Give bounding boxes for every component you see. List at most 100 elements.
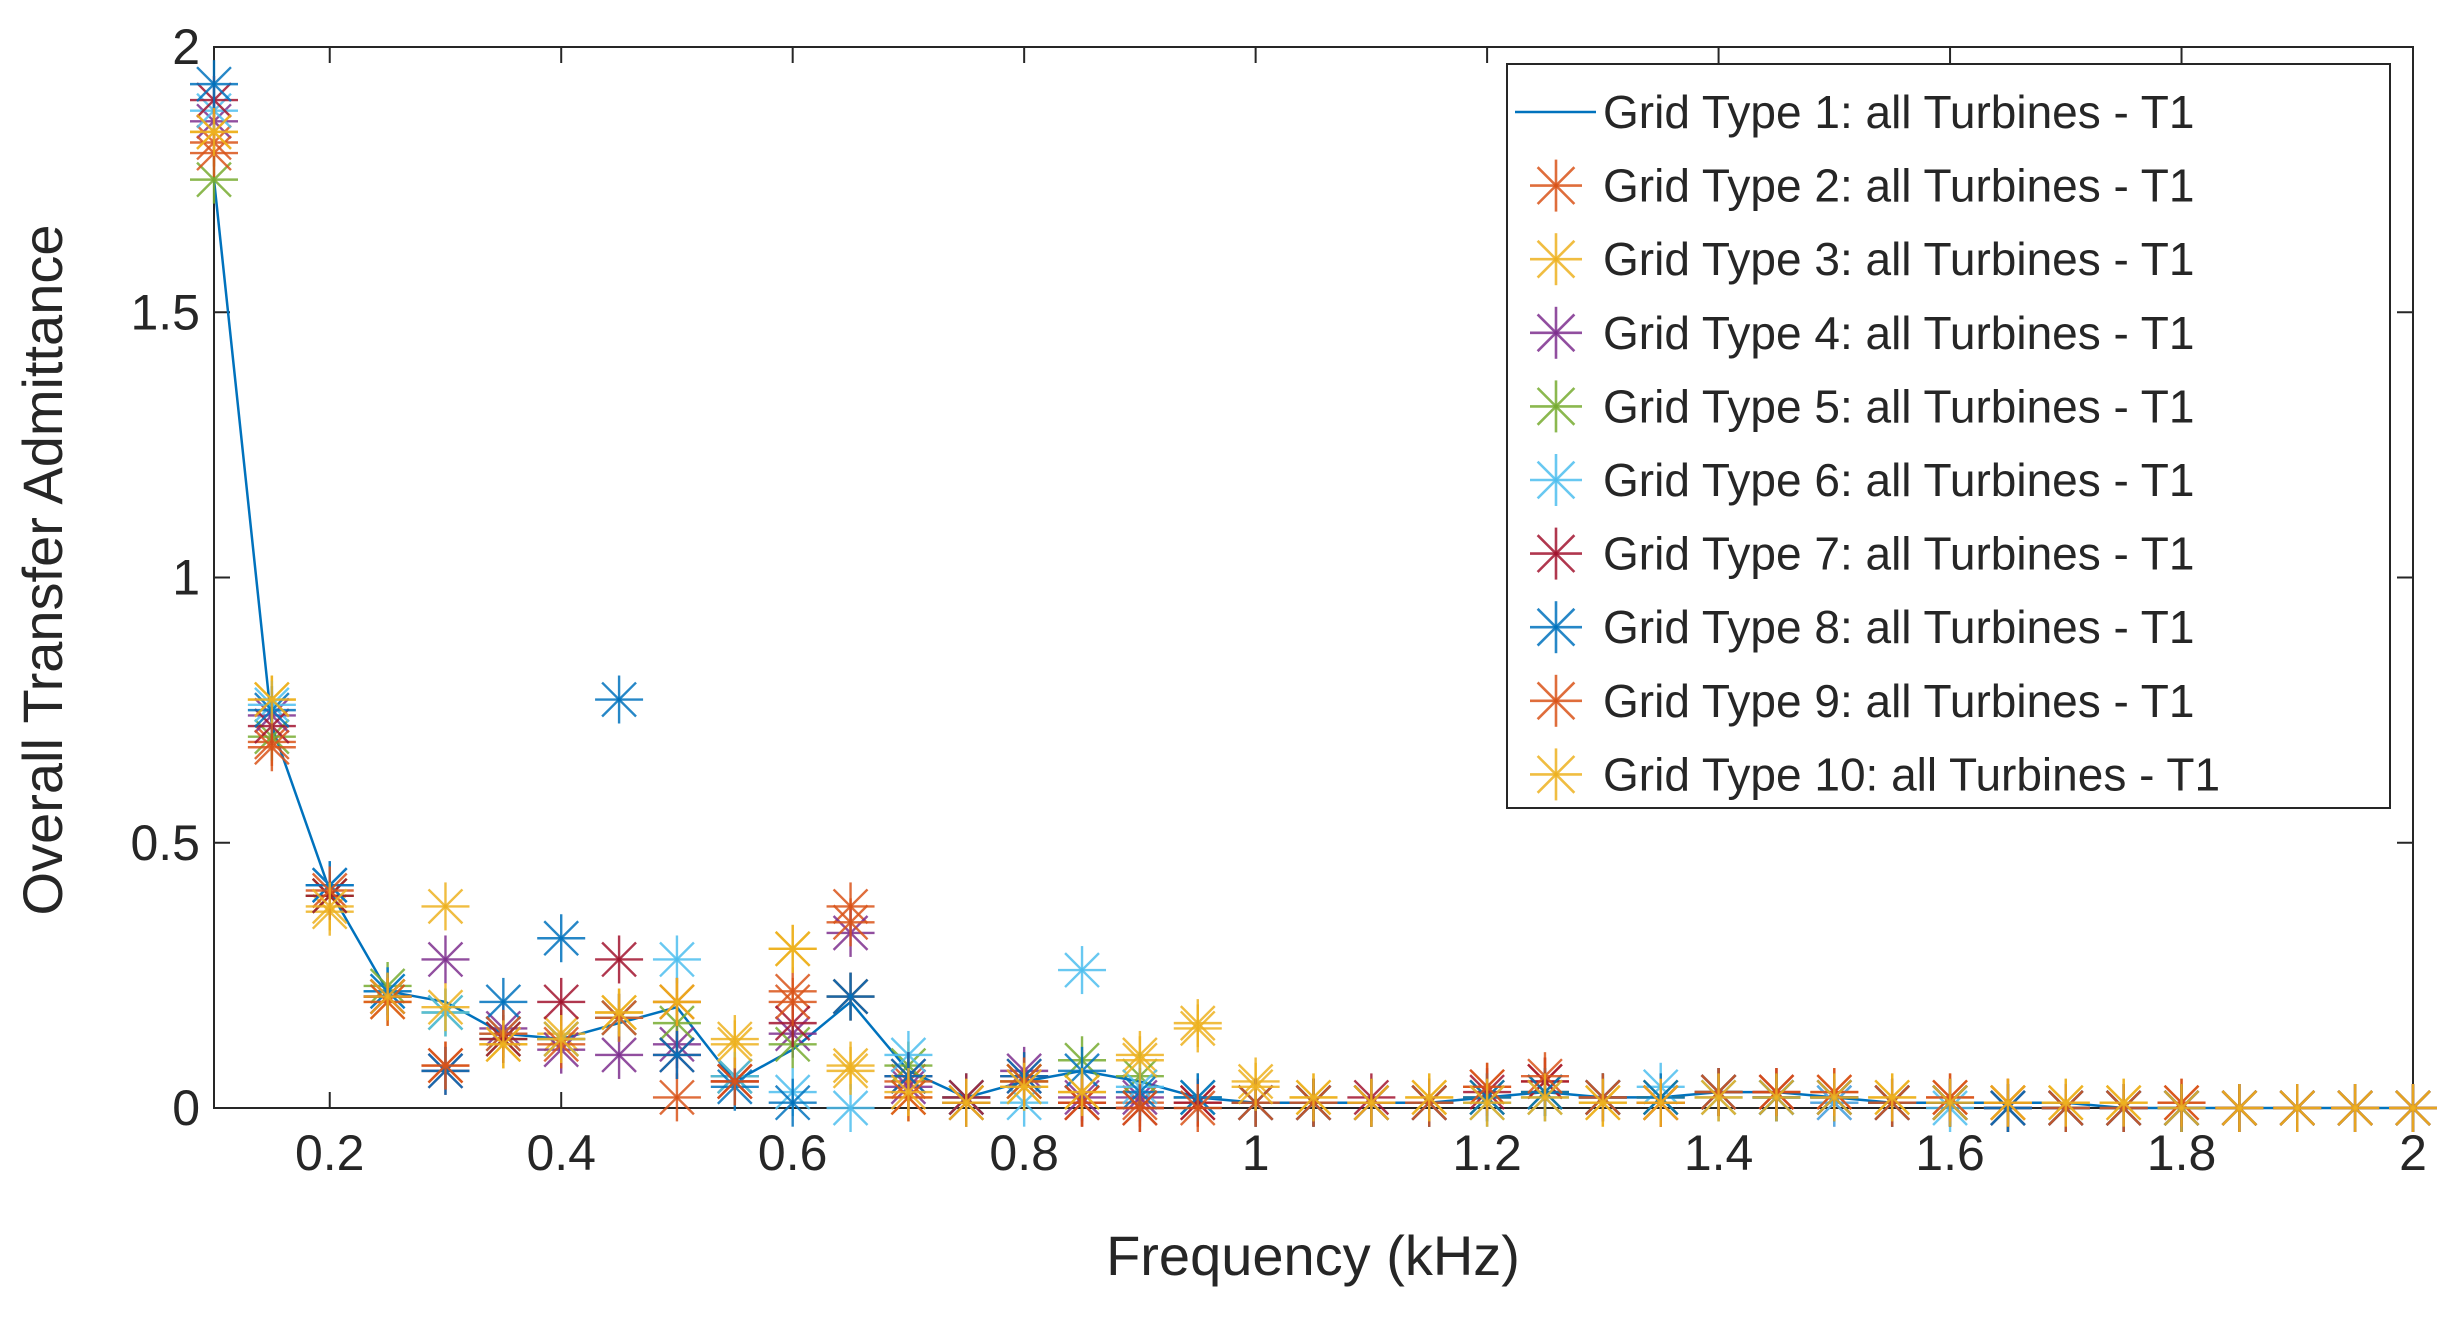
data-point: [190, 107, 238, 156]
x-tick-label: 2: [2399, 1125, 2427, 1181]
legend-marker-swatch: [1530, 306, 1582, 359]
legend-label: Grid Type 3: all Turbines - T1: [1603, 233, 2194, 285]
data-point: [1115, 1036, 1164, 1085]
data-point: [479, 1020, 528, 1069]
x-tick-label: 0.8: [989, 1125, 1059, 1181]
legend-item: Grid Type 9: all Turbines - T1: [1530, 674, 2194, 727]
legend-marker-swatch: [1530, 748, 1582, 801]
data-point: [768, 1078, 817, 1127]
y-tick-label: 0.5: [130, 815, 200, 871]
data-point: [421, 983, 470, 1032]
data-point: [884, 1068, 933, 1117]
data-point: [595, 988, 644, 1037]
legend-marker-swatch: [1530, 527, 1582, 580]
legend-marker-swatch: [1530, 454, 1582, 506]
data-point: [1289, 1073, 1338, 1122]
x-axis-label: Frequency (kHz): [1106, 1224, 1520, 1287]
legend-label: Grid Type 6: all Turbines - T1: [1603, 454, 2194, 506]
x-tick-label: 0.4: [526, 1125, 596, 1181]
data-point: [652, 1073, 701, 1122]
legend-label: Grid Type 7: all Turbines - T1: [1603, 528, 2194, 580]
data-point: [190, 60, 238, 109]
x-tick-label: 1.8: [2147, 1125, 2217, 1181]
data-point: [247, 723, 296, 772]
data-point: [1173, 1004, 1222, 1053]
data-point: [247, 675, 296, 724]
data-point: [1173, 1084, 1222, 1132]
legend-item: Grid Type 5: all Turbines - T1: [1530, 380, 2194, 433]
data-point: [1058, 946, 1107, 995]
data-point: [595, 675, 644, 724]
data-point: [1231, 1062, 1280, 1111]
data-point: [2041, 1078, 2090, 1127]
legend-marker-swatch: [1530, 159, 1582, 212]
data-point: [652, 1030, 701, 1079]
data-point: [1810, 1073, 1859, 1122]
data-point: [1636, 1078, 1685, 1127]
data-point: [2273, 1084, 2322, 1132]
data-point: [1578, 1078, 1627, 1127]
legend-item: Grid Type 3: all Turbines - T1: [1530, 233, 2194, 286]
data-point: [421, 882, 470, 931]
series-10: [190, 107, 2437, 1132]
legend-marker-swatch: [1530, 380, 1582, 433]
legend-label: Grid Type 8: all Turbines - T1: [1603, 601, 2194, 653]
data-point: [2389, 1084, 2437, 1132]
x-tick-label: 0.2: [295, 1125, 365, 1181]
legend-item: Grid Type 8: all Turbines - T1: [1530, 601, 2194, 654]
data-point: [652, 977, 701, 1026]
data-point: [1115, 1084, 1164, 1132]
data-point: [1058, 1068, 1107, 1117]
legend: Grid Type 1: all Turbines - T1 Grid Type …: [1506, 63, 2391, 809]
data-point: [2157, 1084, 2206, 1132]
legend-item: Grid Type 7: all Turbines - T1: [1530, 527, 2194, 580]
legend-label: Grid Type 2: all Turbines - T1: [1603, 160, 2194, 212]
legend-label: Grid Type 9: all Turbines - T1: [1603, 675, 2194, 727]
data-point: [363, 972, 412, 1021]
data-point: [421, 935, 470, 984]
x-tick-label: 1.4: [1684, 1125, 1754, 1181]
data-point: [652, 935, 701, 984]
data-point: [710, 1020, 759, 1069]
x-tick-label: 1.2: [1452, 1125, 1522, 1181]
data-point: [595, 935, 644, 984]
x-tick-label: 1: [1242, 1125, 1270, 1181]
data-point: [942, 1078, 991, 1127]
data-point: [1983, 1078, 2032, 1127]
data-point: [2215, 1084, 2264, 1132]
data-point: [305, 882, 354, 931]
data-point: [826, 1046, 875, 1095]
plot-data-layer: [190, 60, 2437, 1132]
y-tick-label: 2: [172, 19, 200, 75]
y-tick-label: 0: [172, 1080, 200, 1136]
data-point: [1347, 1078, 1396, 1127]
data-point: [826, 898, 875, 947]
data-point: [2331, 1084, 2380, 1132]
data-point: [768, 977, 817, 1026]
legend-marker-swatch: [1530, 601, 1582, 654]
legend-item: Grid Type 1: all Turbines - T1: [1515, 86, 2194, 138]
data-point: [537, 1015, 586, 1064]
data-point: [1000, 1062, 1049, 1111]
legend-item: Grid Type 10: all Turbines - T1: [1530, 748, 2220, 801]
data-point: [1752, 1073, 1801, 1122]
legend-box: [1506, 63, 2391, 809]
y-axis-label: Overall Transfer Admittance: [11, 225, 74, 916]
legend-label: Grid Type 10: all Turbines - T1: [1603, 748, 2220, 800]
legend-label: Grid Type 1: all Turbines - T1: [1603, 86, 2194, 138]
legend-label: Grid Type 4: all Turbines - T1: [1603, 307, 2194, 359]
y-tick-label: 1: [172, 550, 200, 606]
data-point: [826, 972, 875, 1021]
x-tick-label: 1.6: [1915, 1125, 1985, 1181]
data-point: [595, 1030, 644, 1079]
x-tick-label: 0.6: [758, 1125, 828, 1181]
legend-item: Grid Type 4: all Turbines - T1: [1530, 306, 2194, 359]
data-point: [1405, 1073, 1454, 1122]
legend-item: Grid Type 6: all Turbines - T1: [1530, 454, 2194, 506]
data-point: [1926, 1078, 1975, 1127]
y-tick-label: 1.5: [130, 284, 200, 340]
legend-label: Grid Type 5: all Turbines - T1: [1603, 380, 2194, 432]
data-point: [1463, 1078, 1512, 1127]
